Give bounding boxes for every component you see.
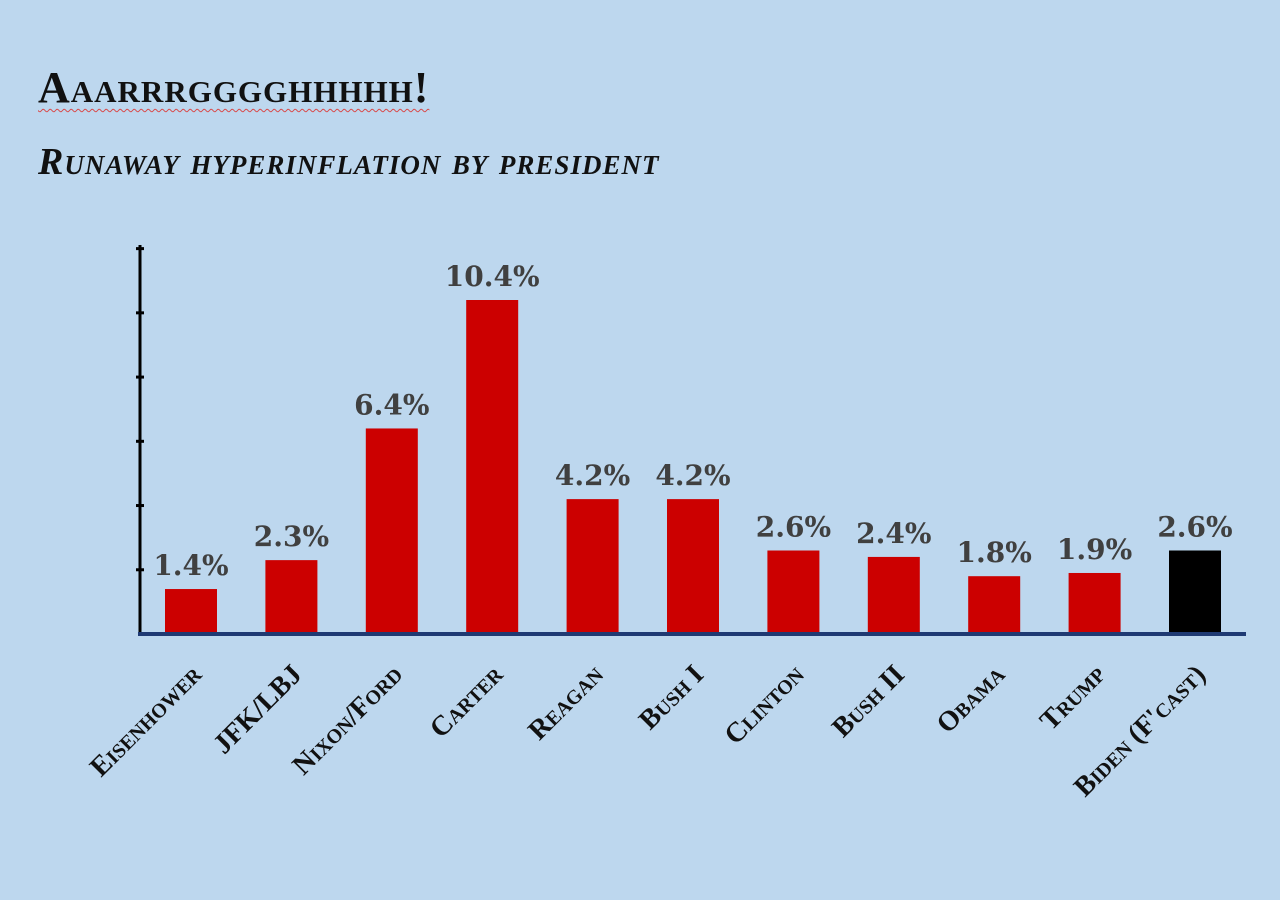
bar xyxy=(1169,550,1221,634)
bar xyxy=(968,576,1021,634)
category-label: Reagan xyxy=(522,659,610,747)
bar xyxy=(566,499,619,634)
bar-value-label: 2.6% xyxy=(756,511,831,544)
bar xyxy=(867,556,920,634)
bar xyxy=(466,300,519,634)
bar xyxy=(365,428,418,634)
bar-value-label: 2.6% xyxy=(1157,511,1232,544)
bar-value-label: 10.4% xyxy=(445,260,540,293)
chart-title: Aaarrrgggghhhhh! xyxy=(38,63,430,112)
bar-value-label: 6.4% xyxy=(354,388,429,421)
bar-value-label: 1.9% xyxy=(1057,533,1132,566)
chart-subtitle: Runaway hyperinflation by president xyxy=(38,141,660,183)
category-label: JFK/LBJ xyxy=(207,659,308,760)
bar xyxy=(767,550,820,634)
bar-value-label: 1.8% xyxy=(957,536,1032,569)
category-label: Carter xyxy=(424,659,510,745)
category-label: Trump xyxy=(1034,659,1112,737)
bar-value-label: 2.4% xyxy=(856,517,931,550)
bar-value-label: 2.3% xyxy=(254,520,329,553)
bar xyxy=(1068,572,1121,634)
category-label: Eisenhower xyxy=(84,659,208,783)
bar xyxy=(165,589,217,634)
bar-value-label: 1.4% xyxy=(153,549,228,582)
bar-value-label: 4.2% xyxy=(555,459,630,492)
category-label: Clinton xyxy=(719,659,811,751)
category-label: Nixon/Ford xyxy=(287,659,409,781)
category-label: Bush II xyxy=(826,659,911,744)
bar xyxy=(667,499,719,634)
bar xyxy=(265,560,318,634)
category-label: Obama xyxy=(931,659,1012,740)
category-label: Bush I xyxy=(633,659,710,736)
bar-value-label: 4.2% xyxy=(655,459,730,492)
